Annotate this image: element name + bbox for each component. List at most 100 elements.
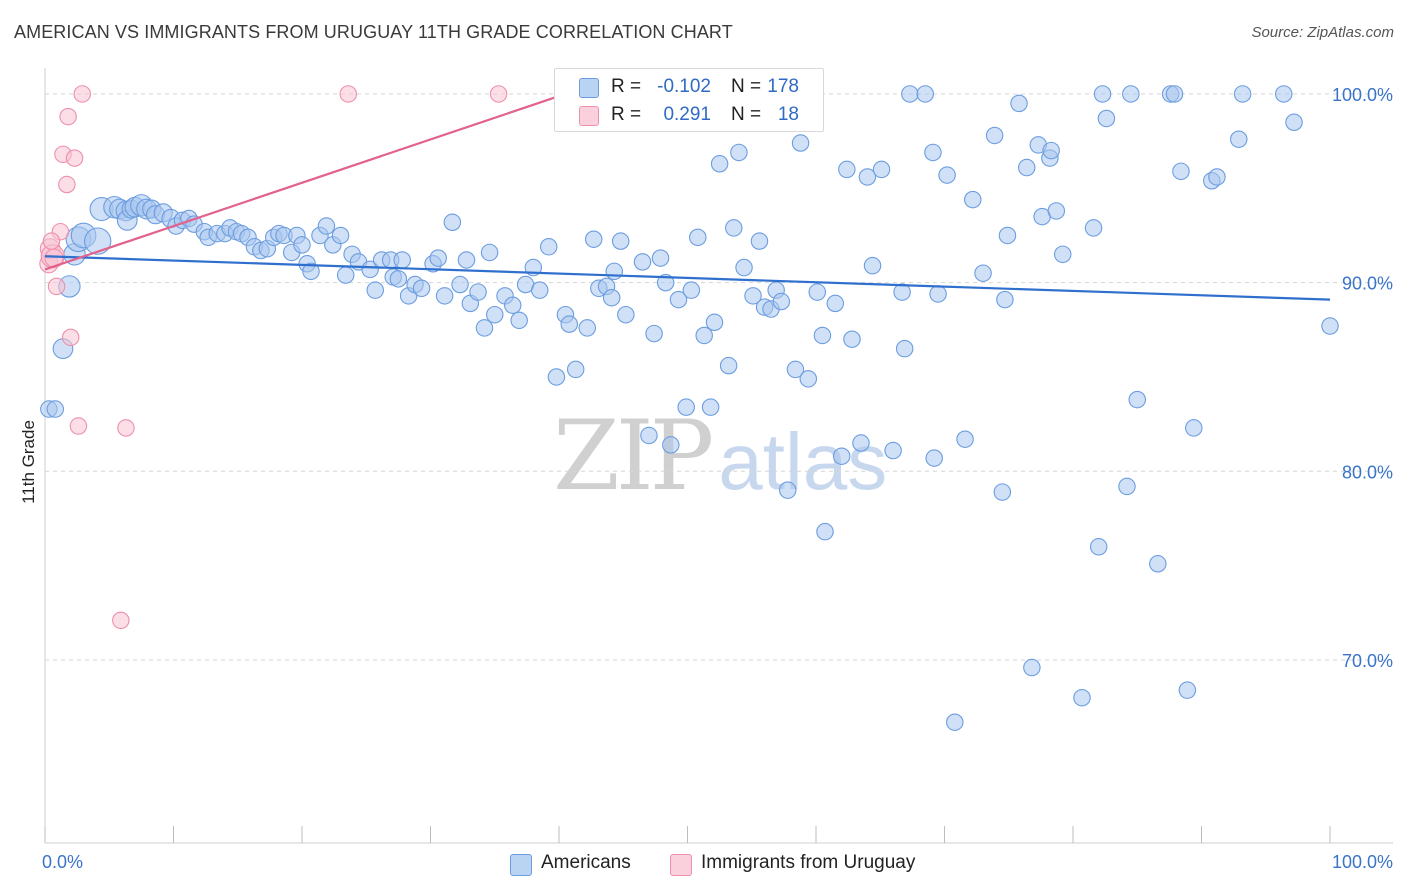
americans-point: [336, 266, 355, 284]
americans-r-value: -0.102: [657, 76, 711, 97]
americans-point: [1047, 202, 1066, 220]
americans-point: [1097, 109, 1116, 128]
americans-point: [808, 283, 827, 301]
americans-point: [998, 226, 1017, 245]
americans-point: [838, 160, 856, 179]
americans-point: [677, 398, 695, 416]
americans-point: [695, 326, 713, 345]
americans-point: [539, 238, 558, 256]
uruguay-point: [112, 611, 130, 630]
americans-n-value: 178: [767, 76, 799, 97]
americans-point: [412, 279, 431, 298]
y-axis-label: 11th Grade: [19, 420, 38, 504]
americans-point: [946, 713, 964, 731]
watermark: ZIP atlas: [553, 400, 887, 512]
americans-point: [974, 264, 992, 282]
americans-point: [435, 287, 454, 305]
americans-point: [956, 430, 974, 448]
americans-point: [893, 283, 911, 301]
americans-point: [393, 251, 411, 269]
uruguay-point: [42, 232, 61, 250]
americans-point: [1185, 419, 1203, 437]
americans-point: [719, 356, 738, 375]
americans-point: [1093, 85, 1112, 103]
uruguay-point: [117, 419, 135, 437]
uruguay-point: [69, 417, 88, 435]
americans-point: [317, 217, 336, 235]
americans-point: [1118, 477, 1136, 496]
americans-point: [617, 305, 635, 324]
americans-point: [640, 426, 658, 445]
americans-point: [701, 398, 720, 416]
americans-trendline: [44, 255, 1331, 301]
americans-point: [645, 324, 663, 343]
americans-point: [457, 251, 476, 269]
americans-point: [1149, 555, 1167, 573]
americans-point: [1023, 658, 1041, 677]
y-tick-label: 70.0%: [1342, 651, 1393, 671]
americans-point: [480, 243, 499, 262]
legend-row-uruguay: R = 0.291 N = 18: [555, 102, 823, 130]
americans-point: [651, 249, 670, 267]
americans-point: [816, 522, 834, 541]
americans-point: [530, 281, 549, 299]
chart-title: AMERICAN VS IMMIGRANTS FROM URUGUAY 11TH…: [14, 22, 733, 42]
americans-point: [475, 319, 494, 337]
uruguay-point: [73, 85, 92, 103]
trend-layer: [44, 92, 1331, 301]
americans-point: [1053, 245, 1072, 264]
americans-point: [1073, 688, 1091, 707]
americans-point: [750, 232, 769, 250]
americans-point: [843, 330, 861, 348]
americans-point: [772, 292, 791, 311]
uruguay-n-label: N =: [731, 104, 762, 125]
americans-point: [1233, 85, 1252, 103]
americans-point: [366, 281, 384, 299]
uruguay-point: [61, 328, 80, 347]
americans-point: [778, 481, 797, 499]
americans-point: [916, 85, 934, 103]
americans-r-label: R =: [611, 76, 642, 97]
americans-point: [1084, 219, 1103, 237]
americans-point: [293, 236, 311, 254]
americans-point: [1128, 390, 1147, 409]
americans-point: [662, 436, 680, 454]
americans-point: [884, 441, 902, 460]
americans-point: [964, 190, 982, 209]
americans-point: [938, 166, 956, 184]
americans-point: [1089, 538, 1108, 556]
americans-point: [602, 288, 621, 307]
americans-point: [993, 483, 1012, 501]
americans-point: [744, 287, 762, 305]
americans-point: [46, 400, 65, 418]
americans-point: [872, 160, 891, 179]
americans-point: [503, 296, 522, 315]
americans-point: [826, 294, 845, 313]
americans-point: [863, 256, 882, 275]
watermark-atlas: atlas: [718, 417, 888, 506]
americans-point: [924, 143, 942, 162]
americans-point: [302, 262, 320, 281]
americans-swatch: [579, 78, 599, 98]
americans-point: [1010, 94, 1028, 113]
americans-point: [451, 275, 469, 294]
americans-point: [361, 260, 379, 279]
americans-point: [469, 283, 487, 301]
americans-point: [1172, 162, 1190, 181]
americans-point: [730, 143, 748, 162]
americans-point: [1285, 113, 1303, 132]
uruguay-point: [489, 85, 508, 103]
x-tick-label-max: 100.0%: [1331, 852, 1393, 872]
americans-point: [735, 258, 753, 277]
americans-point: [710, 155, 729, 173]
americans-point: [669, 290, 688, 309]
americans-point: [578, 319, 597, 337]
americans-point: [584, 230, 603, 248]
legend-americans-label: Americans: [541, 852, 631, 873]
watermark-zip: ZIP: [553, 400, 714, 512]
americans-point: [1042, 141, 1060, 160]
americans-point: [925, 449, 943, 467]
americans-point: [443, 213, 462, 232]
americans-point: [813, 326, 832, 345]
